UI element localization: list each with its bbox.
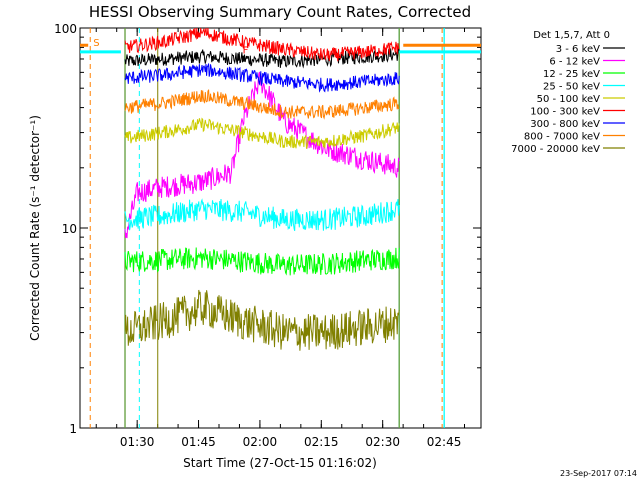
x-tick-label: 01:30	[120, 435, 155, 449]
series-line	[124, 71, 400, 239]
legend-label: 12 - 25 keV	[543, 69, 600, 80]
series-line	[124, 289, 400, 351]
legend-header: Det 1,5,7, Att 0	[533, 30, 610, 41]
footer-date: 23-Sep-2017 07:14	[560, 469, 637, 478]
legend-label: 800 - 7000 keV	[524, 132, 600, 143]
series-line	[124, 89, 400, 120]
series-line	[124, 27, 400, 62]
annotation-label: F	[243, 46, 249, 57]
x-tick-label: 02:00	[243, 435, 278, 449]
annotation-label: S	[93, 38, 99, 49]
legend-label: 100 - 300 keV	[530, 107, 600, 118]
legend-label: 300 - 800 keV	[530, 119, 600, 130]
y-tick-label: 10	[62, 222, 77, 236]
legend-label: 7000 - 20000 keV	[511, 144, 600, 155]
y-axis-label-group: Corrected Count Rate (s⁻¹ detector⁻¹)	[28, 115, 42, 341]
chart-title: HESSI Observing Summary Count Rates, Cor…	[89, 3, 471, 21]
x-tick-label: 02:15	[304, 435, 339, 449]
legend-label: 25 - 50 keV	[543, 82, 600, 93]
x-tick-label: 01:45	[181, 435, 216, 449]
series-line	[124, 63, 400, 93]
x-tick-label: 02:45	[427, 435, 462, 449]
series-line	[124, 198, 400, 232]
plot-area: 1 10 100 01:30 01:45 02:00 02:15 02:30 02:45 S F	[54, 22, 482, 449]
x-axis-label: Start Time (27-Oct-15 01:16:02)	[183, 456, 377, 470]
series-line	[124, 117, 400, 149]
y-tick-label: 100	[54, 22, 77, 36]
y-axis-label: Corrected Count Rate (s⁻¹ detector⁻¹)	[28, 115, 42, 341]
plot-frame	[79, 27, 482, 429]
legend-label: 6 - 12 keV	[549, 57, 600, 68]
y-tick-label: 1	[69, 422, 77, 436]
x-tick-label: 02:30	[365, 435, 400, 449]
legend-label: 3 - 6 keV	[556, 44, 600, 55]
legend-label: 50 - 100 keV	[537, 94, 601, 105]
series-line	[124, 247, 400, 276]
